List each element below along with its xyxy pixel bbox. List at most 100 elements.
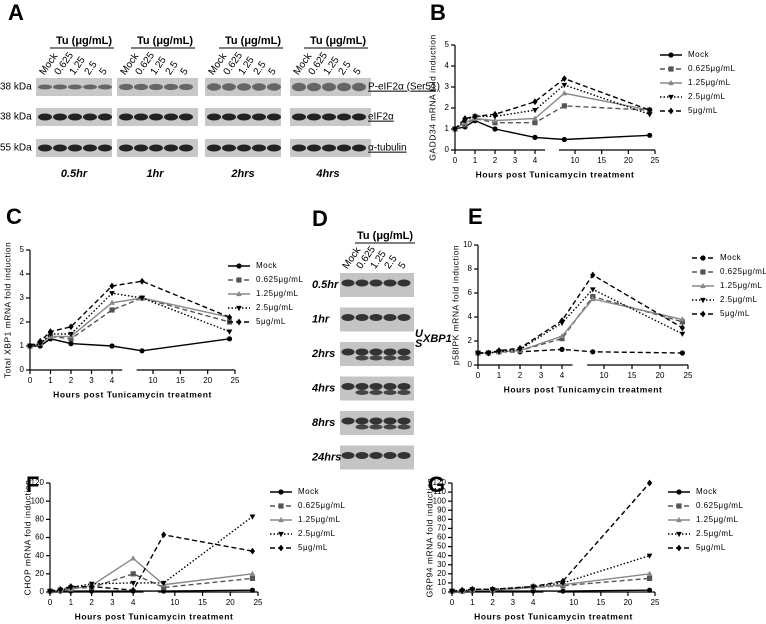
treatment-label: Tu (μg/mL) [310,35,366,47]
y-tick-label: 2 [468,336,473,345]
time-label: 0.5hr [312,279,339,291]
x-axis-label: Hours post Tunicamycin treatment [474,611,633,621]
time-label: 1hr [146,168,164,180]
x-tick-label: 15 [198,598,207,607]
marker [68,331,74,338]
legend-marker [668,79,674,86]
marker [109,299,115,305]
x-tick-label: 2 [518,371,523,380]
x-tick-label: 3 [513,156,518,165]
x-tick-label: 25 [651,598,660,607]
band [397,390,411,395]
band [179,144,193,152]
band [307,82,321,92]
y-tick-label: 1 [20,341,25,350]
panel-label: G [428,472,445,497]
time-label: 4hrs [315,168,339,180]
band [383,348,397,356]
y-tick-label: 60 [35,533,44,542]
marker [517,344,523,352]
x-tick-label: 15 [176,376,185,385]
band [83,113,97,121]
band [68,144,82,152]
y-tick-label: 120 [31,478,45,487]
y-tick-label: 10 [463,240,472,249]
y-tick-label: 100 [31,496,45,505]
x-tick-label: 2 [69,376,74,385]
lane-label: 5 [352,66,364,77]
marker [532,108,538,114]
y-tick-label: 100 [433,496,447,505]
marker [249,575,256,581]
x-tick-label: 10 [569,598,578,607]
band [341,452,355,459]
legend-marker [676,503,682,509]
y-tick-label: 80 [437,514,446,523]
x-tick-label: 1 [470,598,475,607]
band [164,113,178,121]
band [341,417,355,425]
band [369,355,383,361]
legend-marker [700,282,706,289]
legend-marker [700,269,706,275]
band [341,348,355,356]
legend-marker [236,290,242,297]
y-axis-label: GRP94 mRNA fold induction [424,478,434,598]
band [355,279,369,287]
x-tick-label: 2 [493,156,498,165]
legend-label: 1.25μg/mL [720,281,763,290]
x-tick-label: 3 [89,376,94,385]
band [369,417,383,425]
band [383,452,397,459]
legend-label: 2.5μg/mL [696,529,734,538]
series-line [29,297,230,347]
panel-label: D [312,206,328,231]
band [98,113,112,121]
y-tick-label: 60 [437,533,446,542]
x-tick-label: 0 [476,371,481,380]
lane-label: 5 [179,66,191,77]
y-tick-label: 5 [445,40,450,49]
y-tick-label: 20 [437,569,446,578]
band-label: S [415,338,423,350]
y-tick-label: 4 [468,312,473,321]
band [337,82,351,92]
panel-label: F [26,472,39,497]
band [341,314,355,321]
legend-marker [278,503,284,509]
marker [109,282,115,290]
treatment-label: Tu (μg/mL) [56,35,112,47]
band [341,383,355,390]
band [337,144,351,152]
panel-label: E [468,204,483,229]
band [397,314,411,321]
y-tick-label: 40 [35,551,44,560]
band [292,113,306,121]
y-tick-label: 3 [445,82,450,91]
marker [469,585,475,593]
marker [27,342,33,350]
band [369,314,383,321]
legend-label: 1.25μg/mL [688,78,731,87]
marker [646,112,653,118]
marker [485,349,492,357]
marker [249,547,256,555]
x-tick-label: 3 [110,598,115,607]
marker [561,75,567,82]
band-label: U [415,328,424,340]
x-axis-label: Hours post Tunicamycin treatment [504,384,663,394]
band [369,452,383,459]
legend-marker [668,107,674,115]
legend-marker [278,516,284,523]
marker [646,479,653,487]
band [179,113,193,121]
marker [561,103,567,109]
y-tick-label: 1 [445,124,450,133]
band [369,424,383,430]
band [222,144,236,152]
legend-marker [676,544,682,552]
marker [37,337,43,345]
x-tick-label: 10 [170,598,179,607]
legend-marker [676,489,682,495]
band [383,355,397,361]
